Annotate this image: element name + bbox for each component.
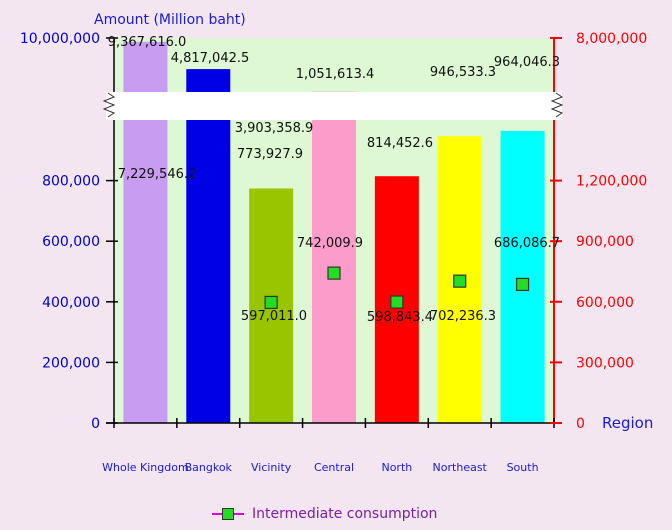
right-axis-tick-label: 600,000: [576, 295, 634, 311]
x-axis-category-label: Northeast: [433, 461, 488, 474]
x-axis-category-label: Whole Kingdom: [102, 461, 189, 474]
axis-break-mark-left: [102, 92, 116, 118]
x-axis-category-label: Central: [314, 461, 354, 474]
x-axis-category-label: Bangkok: [185, 461, 233, 474]
right-axis-tick-label: 300,000: [576, 355, 634, 371]
left-axis-tick-label: 0: [91, 416, 100, 432]
left-axis-tick-label: 600,000: [42, 234, 100, 250]
line-marker: [327, 266, 341, 280]
axis-break-band: [106, 92, 562, 120]
bar-value-label: 964,046.3: [494, 55, 560, 70]
line-value-label: 597,011.0: [241, 309, 307, 324]
line-value-label: 7,229,546.2: [118, 167, 197, 182]
x-axis-category-label: South: [507, 461, 539, 474]
line-value-label: 742,009.9: [297, 236, 363, 251]
line-marker: [453, 274, 467, 288]
left-axis-tick-label: 400,000: [42, 295, 100, 311]
bar-value-label: 4,817,042.5: [171, 51, 250, 66]
right-axis-tick-label: 8,000,000: [576, 31, 647, 47]
legend-label: Intermediate consumption: [252, 506, 438, 522]
line-marker: [515, 277, 530, 292]
bar-value-label: 946,533.3: [430, 65, 496, 80]
bar-value-label: 773,927.9: [237, 147, 303, 162]
line-value-label: 598,843.4: [367, 310, 433, 325]
line-marker: [264, 295, 278, 310]
bar: [312, 91, 356, 424]
right-axis-tick-label: 900,000: [576, 234, 634, 250]
bar-value-label: 814,452.6: [367, 136, 433, 151]
legend-line-icon: [212, 507, 244, 521]
line-value-label: 3,903,358.9: [235, 121, 314, 136]
left-axis-title: Amount (Million baht): [94, 12, 246, 28]
bar: [186, 69, 231, 423]
left-axis-tick-label: 10,000,000: [20, 31, 100, 47]
x-axis-category-label: North: [381, 461, 412, 474]
axis-break-mark-right: [550, 92, 564, 118]
left-axis-tick-label: 800,000: [42, 174, 100, 190]
left-axis-tick-label: 200,000: [42, 355, 100, 371]
bar: [500, 130, 545, 423]
bar-value-label: 1,051,613.4: [296, 67, 375, 82]
legend: Intermediate consumption: [212, 506, 437, 522]
line-value-label: 686,086.7: [494, 236, 560, 251]
bar-value-label: 9,367,616.0: [108, 35, 187, 50]
x-axis-category-label: Vicinity: [251, 461, 292, 474]
right-axis-tick-label: 1,200,000: [576, 174, 647, 190]
right-axis-title: Region: [602, 414, 653, 432]
right-axis-tick-label: 0: [576, 416, 585, 432]
line-value-label: 702,236.3: [430, 309, 496, 324]
line-marker: [390, 295, 404, 309]
